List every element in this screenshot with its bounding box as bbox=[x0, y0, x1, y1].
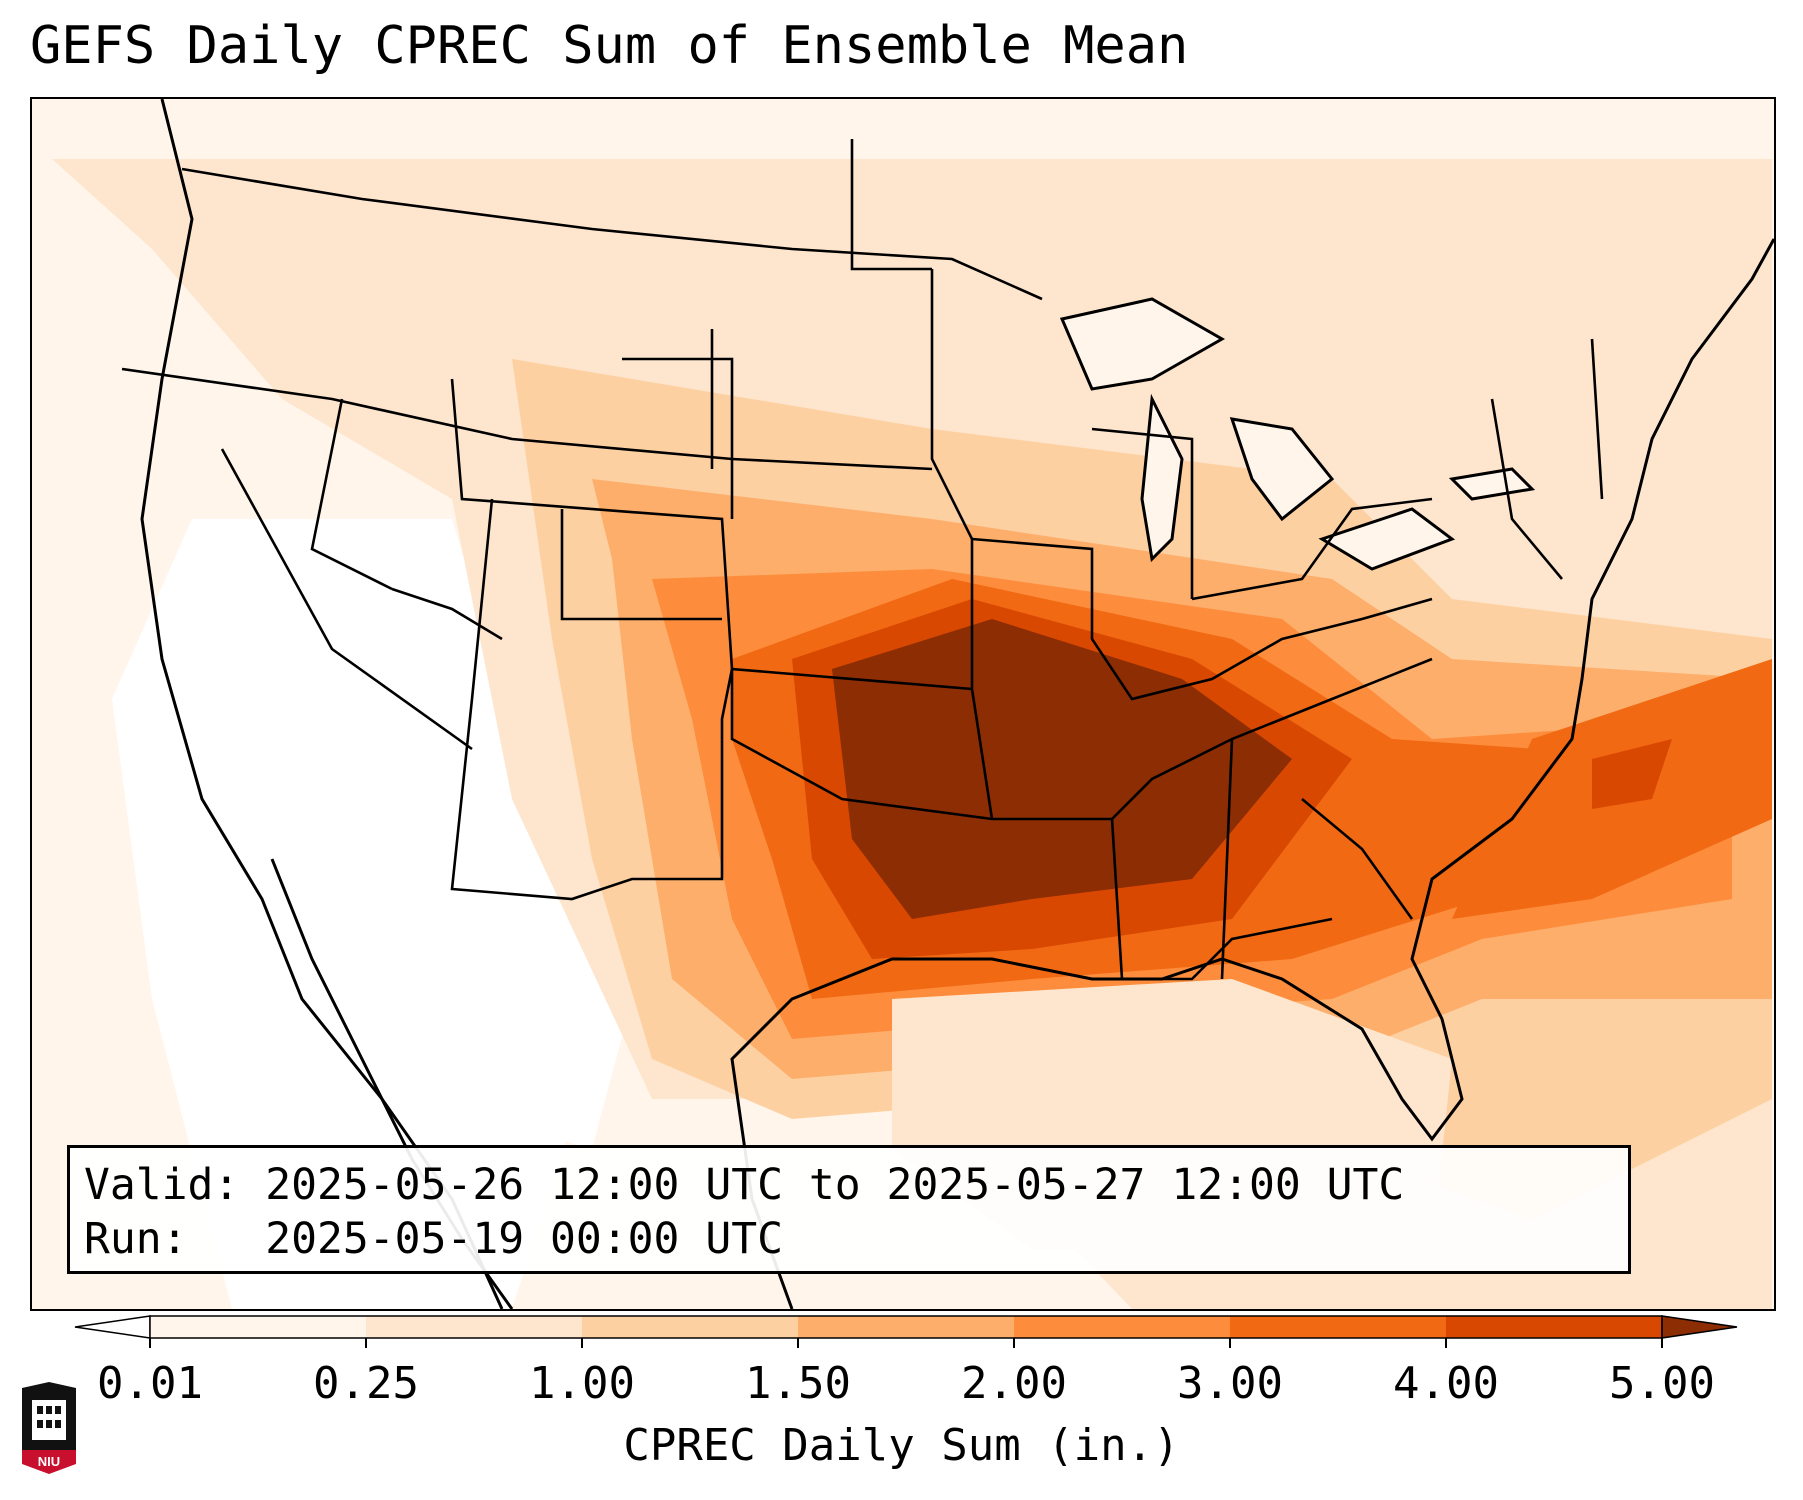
colorbar-segment bbox=[150, 1316, 367, 1338]
colorbar-segment bbox=[582, 1316, 799, 1338]
colorbar-segments bbox=[74, 1315, 1738, 1339]
colorbar-segment bbox=[1014, 1316, 1231, 1338]
colorbar-tick-label: 2.00 bbox=[961, 1358, 1067, 1409]
colorbar-under-extension bbox=[74, 1315, 151, 1339]
colorbar-segment bbox=[1446, 1316, 1663, 1338]
run-value: 2025-05-19 00:00 UTC bbox=[265, 1214, 783, 1264]
colorbar-tick-label: 1.50 bbox=[745, 1358, 851, 1409]
colorbar-segment bbox=[1230, 1316, 1447, 1338]
colorbar-tick-label: 4.00 bbox=[1393, 1358, 1499, 1409]
valid-label: Valid: bbox=[84, 1160, 240, 1210]
colorbar-label: CPREC Daily Sum (in.) bbox=[623, 1420, 1180, 1471]
precip-over-500 bbox=[832, 619, 1292, 919]
colorbar-tick-label: 3.00 bbox=[1177, 1358, 1283, 1409]
colorbar-ticks: 0.01 0.25 1.00 1.50 2.00 3.00 4.00 5.00 bbox=[97, 1338, 1715, 1409]
niu-logo: NIU bbox=[22, 1382, 76, 1474]
colorbar-tick-label: 0.01 bbox=[97, 1358, 203, 1409]
colorbar-tick-label: 0.25 bbox=[313, 1358, 419, 1409]
colorbar-tick-label: 1.00 bbox=[529, 1358, 635, 1409]
validity-info-box: Valid: 2025-05-26 12:00 UTC to 2025-05-2… bbox=[67, 1145, 1631, 1274]
colorbar: 0.01 0.25 1.00 1.50 2.00 3.00 4.00 5.00 bbox=[74, 1315, 1738, 1409]
colorbar-frame bbox=[149, 1315, 1663, 1339]
logo-banner bbox=[22, 1450, 76, 1474]
precip-map bbox=[32, 99, 1774, 1309]
run-label: Run: bbox=[84, 1214, 188, 1264]
colorbar-segment bbox=[798, 1316, 1015, 1338]
chart-title: GEFS Daily CPREC Sum of Ensemble Mean bbox=[30, 16, 1189, 76]
state-borders bbox=[121, 139, 1604, 981]
colorbar-segment bbox=[366, 1316, 583, 1338]
colorbar-tick-label: 5.00 bbox=[1609, 1358, 1715, 1409]
colorbar-over-extension bbox=[1661, 1315, 1738, 1339]
precip-offshore-max bbox=[1592, 739, 1672, 809]
valid-value: 2025-05-26 12:00 UTC to 2025-05-27 12:00… bbox=[265, 1160, 1405, 1210]
great-lakes bbox=[1059, 297, 1536, 571]
map-panel bbox=[30, 97, 1776, 1311]
logo-text: NIU bbox=[38, 1454, 60, 1469]
